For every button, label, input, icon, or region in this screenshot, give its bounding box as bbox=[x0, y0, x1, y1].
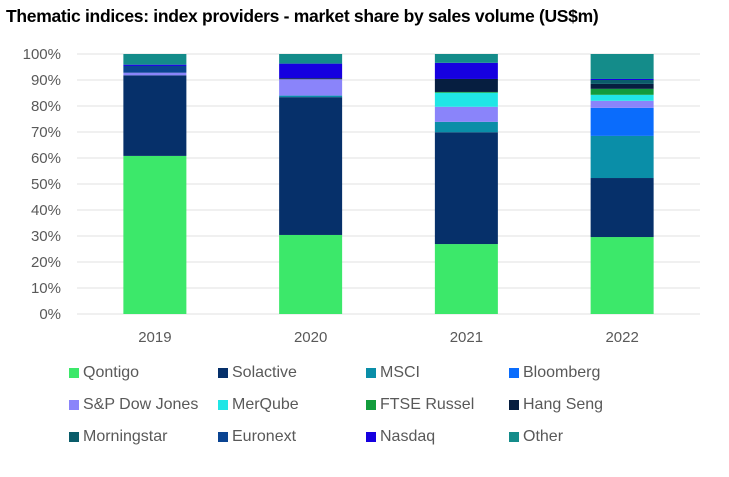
legend-item-bloomberg: Bloomberg bbox=[509, 364, 600, 382]
legend-item-msci: MSCI bbox=[366, 364, 420, 382]
bar-segment-solactive-2022 bbox=[590, 178, 654, 238]
legend-label: Solactive bbox=[232, 364, 297, 381]
bar-segment-hang-seng-2020 bbox=[279, 78, 343, 80]
bar-segment-qontigo-2020 bbox=[279, 234, 343, 314]
y-tick-label: 10% bbox=[31, 280, 61, 297]
bar-segment-other-2020 bbox=[279, 54, 343, 64]
bar-segment-s-p-dow-jones-2019 bbox=[123, 72, 187, 76]
x-tick-label: 2021 bbox=[450, 329, 483, 346]
bar-segment-morningstar-2022 bbox=[590, 80, 654, 84]
x-axis-ticks: 2019 2020 2021 2022 bbox=[138, 329, 639, 346]
bar-segment-qontigo-2019 bbox=[123, 155, 187, 314]
legend-item-other: Other bbox=[509, 428, 563, 446]
bar-segment-s-p-dow-jones-2022 bbox=[590, 100, 654, 108]
legend-label: Bloomberg bbox=[523, 364, 601, 381]
bar-segment-other-2021 bbox=[434, 54, 498, 63]
bar-segment-ftse-russel-2022 bbox=[590, 88, 654, 95]
y-tick-label: 0% bbox=[39, 306, 61, 323]
bar-segment-other-2019 bbox=[123, 54, 187, 65]
bar-segment-other-2022 bbox=[590, 54, 654, 79]
bar-segment-hang-seng-2022 bbox=[590, 83, 654, 89]
y-tick-label: 90% bbox=[31, 72, 61, 89]
legend-label: MSCI bbox=[380, 364, 420, 381]
legend-item-solactive: Solactive bbox=[218, 364, 297, 382]
legend-label: S&P Dow Jones bbox=[83, 396, 199, 413]
legend-swatch bbox=[509, 432, 519, 442]
legend-swatch bbox=[366, 368, 376, 378]
legend-label: Hang Seng bbox=[523, 396, 604, 413]
legend-swatch bbox=[509, 368, 519, 378]
legend-swatch bbox=[69, 368, 79, 378]
bar-segment-hang-seng-2021 bbox=[434, 78, 498, 92]
chart-title: Thematic indices: index providers - mark… bbox=[6, 6, 599, 26]
bar-segment-merqube-2022 bbox=[590, 94, 654, 101]
legend-swatch bbox=[69, 432, 79, 442]
bar-segment-solactive-2021 bbox=[434, 132, 498, 245]
legend-swatch bbox=[366, 432, 376, 442]
y-tick-label: 20% bbox=[31, 254, 61, 271]
bar-segment-solactive-2019 bbox=[123, 75, 187, 156]
legend-item-qontigo: Qontigo bbox=[69, 364, 139, 382]
legend-swatch bbox=[69, 400, 79, 410]
bar-segment-qontigo-2021 bbox=[434, 244, 498, 314]
legend-label: MerQube bbox=[232, 396, 299, 413]
legend-label: Morningstar bbox=[83, 428, 168, 445]
y-tick-label: 50% bbox=[31, 176, 61, 193]
bar-segment-merqube-2021 bbox=[434, 92, 498, 107]
y-tick-label: 30% bbox=[31, 228, 61, 245]
bar-segment-nasdaq-2022 bbox=[590, 78, 654, 80]
bar-segment-nasdaq-2020 bbox=[279, 63, 343, 79]
legend-swatch bbox=[218, 368, 228, 378]
legend-swatch bbox=[366, 400, 376, 410]
x-tick-label: 2019 bbox=[138, 329, 171, 346]
legend-label: Nasdaq bbox=[380, 428, 436, 445]
bar-segment-s-p-dow-jones-2020 bbox=[279, 79, 343, 96]
legend-item-nasdaq: Nasdaq bbox=[366, 428, 435, 446]
x-tick-label: 2020 bbox=[294, 329, 327, 346]
legend-swatch bbox=[509, 400, 519, 410]
bar-segment-euronext-2019 bbox=[123, 65, 187, 73]
bar-segment-qontigo-2022 bbox=[590, 237, 654, 314]
bar-segment-solactive-2020 bbox=[279, 97, 343, 235]
legend-label: Other bbox=[523, 428, 564, 445]
bar-segment-msci-2022 bbox=[590, 135, 654, 179]
bar-segment-s-p-dow-jones-2021 bbox=[434, 106, 498, 122]
y-tick-label: 70% bbox=[31, 124, 61, 141]
bar-segment-nasdaq-2021 bbox=[434, 62, 498, 79]
chart-plot: 0%10%20%30%40%50%60%70%80%90%100% 2019 20… bbox=[23, 46, 700, 346]
bar-segment-msci-2021 bbox=[434, 121, 498, 133]
bar-segment-msci-2020 bbox=[279, 95, 343, 98]
legend-item-euronext: Euronext bbox=[218, 428, 296, 446]
legend-item-ftse-russel: FTSE Russel bbox=[366, 396, 474, 414]
x-tick-label: 2022 bbox=[605, 329, 638, 346]
legend-label: FTSE Russel bbox=[380, 396, 475, 413]
legend-item-merqube: MerQube bbox=[218, 396, 299, 414]
bar-segment-ftse-russel-2021 bbox=[434, 91, 498, 93]
legend-label: Euronext bbox=[232, 428, 297, 445]
legend-swatch bbox=[218, 400, 228, 410]
legend-swatch bbox=[218, 432, 228, 442]
y-axis-ticks: 0% 10% 20% 30% 40% 50% 60% 70% 80% 90% 100% bbox=[23, 46, 61, 323]
y-tick-label: 60% bbox=[31, 150, 61, 167]
legend-item-hang-seng: Hang Seng bbox=[509, 396, 603, 414]
legend-item-s-p-dow-jones: S&P Dow Jones bbox=[69, 396, 198, 414]
bars bbox=[123, 54, 654, 314]
legend-item-morningstar: Morningstar bbox=[69, 428, 167, 446]
legend-label: Qontigo bbox=[83, 364, 140, 381]
y-tick-label: 80% bbox=[31, 98, 61, 115]
y-tick-label: 100% bbox=[23, 46, 61, 63]
bar-segment-bloomberg-2022 bbox=[590, 107, 654, 136]
bar-segment-nasdaq-2019 bbox=[123, 64, 187, 66]
y-tick-label: 40% bbox=[31, 202, 61, 219]
